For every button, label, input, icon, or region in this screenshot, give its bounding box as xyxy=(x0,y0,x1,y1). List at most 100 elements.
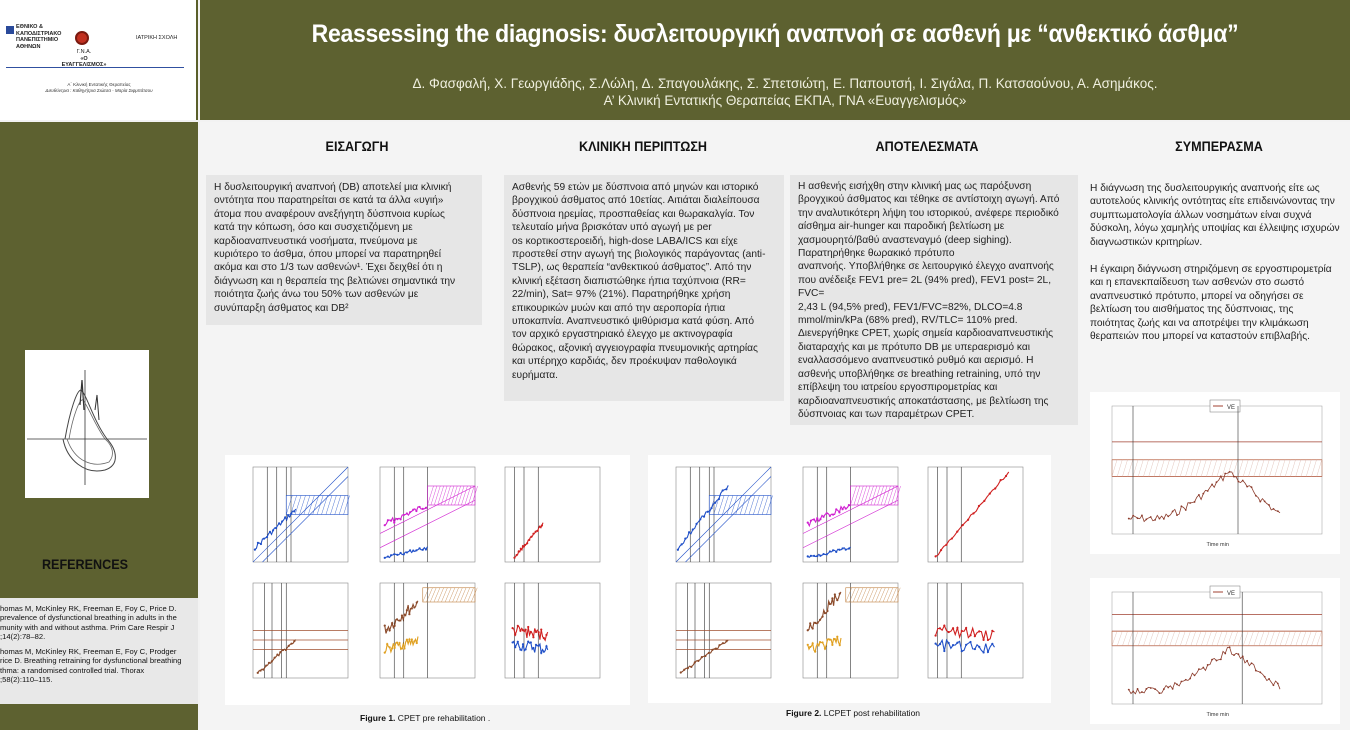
mini-plot-hatch xyxy=(757,495,764,515)
case-line: βρογχικού άσθματος από 10ετίας. Αιτιάται… xyxy=(512,195,760,207)
mini-plot-diagonal xyxy=(685,476,772,563)
mini-plot-point xyxy=(838,548,841,551)
mini-plot-point xyxy=(391,622,394,625)
ve-hatch xyxy=(1169,631,1175,646)
reference-line: rice D. Breathing retraining for dysfunc… xyxy=(0,656,182,666)
mini-plot-point xyxy=(388,646,391,649)
mini-plot-point xyxy=(393,521,396,524)
figure2-panel xyxy=(648,455,1051,703)
mini-plot-point xyxy=(934,634,937,637)
case-line: ευρήματα. xyxy=(512,369,558,381)
ve-point xyxy=(1219,475,1222,478)
mini-plot-hatch xyxy=(870,485,878,506)
mini-plot-point xyxy=(828,602,832,606)
mini-plot-point xyxy=(521,544,525,548)
ve-point xyxy=(1145,688,1148,690)
mini-plot-point xyxy=(683,668,686,671)
results-line: βρογχικού άσθματος και τέθηκε σε αντίστο… xyxy=(798,194,1060,206)
ve-hatch xyxy=(1216,459,1223,477)
mini-plot-point xyxy=(835,550,838,553)
ve-plot-post-panel: VE Time min xyxy=(1090,578,1340,724)
mini-plot-point xyxy=(847,547,851,550)
results-line: Διενεργήθηκε CPET, χωρίς σημεία καρδιοαν… xyxy=(798,328,1054,340)
mini-plot-hatch xyxy=(845,587,852,603)
mini-plot-hatch xyxy=(325,495,333,515)
ve-hatch xyxy=(1290,631,1296,646)
ve-hatch xyxy=(1111,631,1118,646)
mini-plot-hatch xyxy=(891,485,898,506)
mini-plot-point xyxy=(818,618,822,621)
mini-plot-point xyxy=(516,640,519,643)
ve-point xyxy=(1145,518,1148,521)
ve-hatch xyxy=(1248,459,1254,477)
mini-plot-point xyxy=(836,635,839,638)
mini-plot-point xyxy=(977,504,981,508)
ve-hatch xyxy=(1153,459,1160,477)
mini-plot-point xyxy=(253,548,256,551)
mini-plot-hatch xyxy=(464,485,472,506)
mini-plot-point xyxy=(540,524,544,527)
mini-plot-point xyxy=(399,518,402,521)
mini-plot-point xyxy=(408,638,411,641)
ve-hatch xyxy=(1253,459,1259,477)
mini-plot-point xyxy=(383,524,386,527)
mini-plot-point xyxy=(393,553,396,556)
mini-plot-point xyxy=(947,630,950,634)
mini-plot-point xyxy=(410,607,413,610)
reference-line: homas M, McKinley RK, Freeman E, Foy C, … xyxy=(0,647,177,657)
mini-plot-point xyxy=(965,626,968,630)
ve-hatch xyxy=(1148,459,1154,477)
mini-plot-point xyxy=(816,643,819,646)
mini-plot-series xyxy=(807,591,842,631)
ve-hatch xyxy=(1132,459,1139,477)
ve-hatch xyxy=(1164,459,1170,477)
ve-hatch xyxy=(1222,459,1228,477)
ve-hatch xyxy=(1300,631,1307,646)
ve-legend-box xyxy=(1209,585,1241,599)
results-line: εναλλασσόμενο αναπνευστικό ρυθμό και αερ… xyxy=(798,355,1034,367)
mini-plot-point xyxy=(831,597,834,600)
mini-plot-point xyxy=(403,647,406,650)
mini-plot-point xyxy=(395,641,399,644)
mini-plot-point xyxy=(811,642,814,645)
mini-plot-point xyxy=(693,661,696,664)
mini-plot-hatch xyxy=(882,587,890,603)
mini-plot-point xyxy=(293,510,296,513)
ve-hatch xyxy=(1180,459,1186,477)
mini-plot-point xyxy=(399,551,402,555)
mini-plot-point xyxy=(806,521,809,524)
flow-volume-loop-image xyxy=(25,350,149,498)
mini-plot-point xyxy=(412,549,415,552)
ve-point xyxy=(1202,666,1205,669)
mini-plot-point xyxy=(519,648,522,651)
mini-plot-point xyxy=(256,541,260,544)
conclusion-line: συμπτωματολογία άλλων νοσημάτων είναι συ… xyxy=(1090,209,1312,221)
authors-block: Δ. Φασφαλή, Χ. Γεωργιάδης, Σ.Λώλη, Δ. Σπ… xyxy=(200,75,1350,109)
ve-hatch xyxy=(1279,459,1286,477)
ve-hatch xyxy=(1143,459,1149,477)
mini-plot-diagonal xyxy=(802,499,899,549)
poster-title: Reassessing the diagnosis: δυσλειτουργικ… xyxy=(311,20,1239,48)
conclusion-line: και η επανεκπαίδευση των ασθενών στο σωσ… xyxy=(1090,277,1305,289)
mini-plot-point xyxy=(836,599,839,602)
mini-plot-point xyxy=(405,512,409,515)
mini-plot-point xyxy=(513,556,516,559)
mini-plot-point xyxy=(287,514,290,517)
logo-line: ΕΘΝΙΚΟ & xyxy=(16,24,43,30)
ve-hatch xyxy=(1127,459,1133,477)
ve-hatch xyxy=(1306,631,1312,646)
mini-plot-point xyxy=(519,547,522,550)
case-line: κλινική εξέταση διαπιστώθηκε ήπια ταχύπν… xyxy=(512,275,746,287)
mini-plot-point xyxy=(265,535,269,539)
ve-point xyxy=(1276,510,1279,513)
mini-plot-hatch xyxy=(467,587,474,603)
ve-point xyxy=(1158,692,1161,695)
mini-plot-hatch xyxy=(343,495,350,515)
mini-plot-point xyxy=(999,478,1002,482)
ve-point xyxy=(1259,671,1262,674)
mini-plot-hatch xyxy=(890,587,897,603)
conclusion-heading: ΣΥΜΠΕΡΑΣΜΑ xyxy=(1175,138,1263,154)
mini-plot-point xyxy=(965,643,968,646)
ve-hatch xyxy=(1211,459,1217,477)
mini-plot-point xyxy=(523,543,527,546)
